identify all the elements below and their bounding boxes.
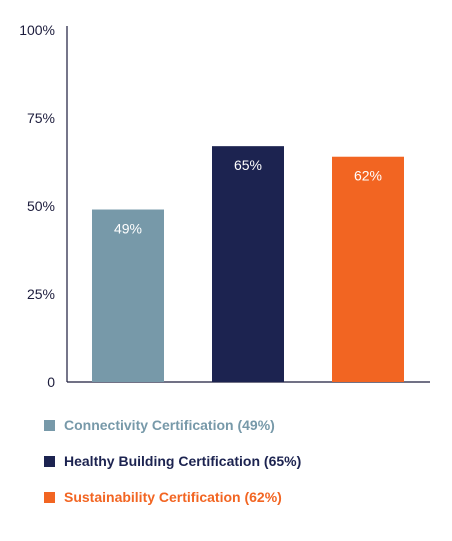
y-tick-label: 50% [27, 198, 55, 214]
bar-healthy-building [212, 146, 284, 382]
y-axis-ticks: 0 25% 50% 75% 100% [19, 22, 55, 390]
bars-group: 49% 65% 62% [92, 146, 404, 382]
legend-item-sustainability: Sustainability Certification (62%) [44, 486, 444, 508]
y-tick-label: 0 [47, 374, 55, 390]
y-tick-label: 75% [27, 110, 55, 126]
bar-connectivity [92, 209, 164, 382]
legend-swatch-healthy-building [44, 455, 55, 467]
y-tick-label: 25% [27, 286, 55, 302]
bar-data-label-connectivity: 49% [114, 221, 142, 237]
legend-label-sustainability: Sustainability Certification (62%) [64, 489, 282, 505]
legend-label-healthy-building: Healthy Building Certification (65%) [64, 453, 302, 469]
legend-swatch-connectivity [44, 419, 55, 431]
bar-data-label-sustainability: 62% [354, 168, 382, 184]
bar-chart: 0 25% 50% 75% 100% 49% 65% 62% [19, 22, 430, 390]
bar-data-label-healthy-building: 65% [234, 157, 262, 173]
legend-item-healthy-building: Healthy Building Certification (65%) [44, 450, 444, 472]
y-tick-label: 100% [19, 22, 55, 38]
legend-label-connectivity: Connectivity Certification (49%) [64, 417, 275, 433]
legend-item-connectivity: Connectivity Certification (49%) [44, 414, 444, 436]
bar-sustainability [332, 156, 404, 382]
legend-swatch-sustainability [44, 491, 55, 503]
legend: Connectivity Certification (49%) Healthy… [44, 414, 444, 522]
